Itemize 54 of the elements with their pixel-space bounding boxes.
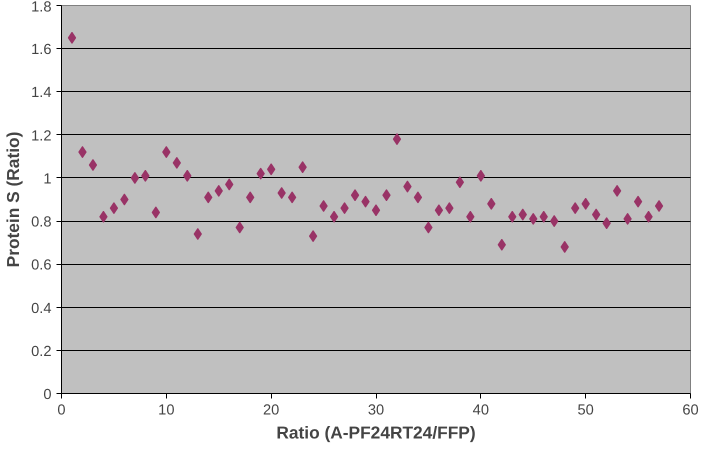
point <box>644 210 653 223</box>
x-tick-label: 10 <box>158 402 174 418</box>
y-tick-label: 0.2 <box>31 344 52 360</box>
point <box>445 202 454 214</box>
point <box>330 210 338 223</box>
point <box>350 189 360 202</box>
point <box>392 133 402 146</box>
point <box>141 170 150 182</box>
point <box>456 176 464 188</box>
point <box>277 187 286 200</box>
y-tick-label: 0.4 <box>31 300 52 317</box>
point <box>78 146 87 158</box>
point <box>152 206 160 218</box>
point <box>382 189 391 202</box>
x-tick-label: 50 <box>578 402 594 418</box>
point <box>120 194 129 206</box>
x-tick-label: 0 <box>57 402 66 418</box>
point <box>634 196 642 208</box>
x-tick-label: 30 <box>368 402 384 418</box>
point <box>424 222 433 234</box>
y-tick-label: 1.6 <box>31 42 52 58</box>
point <box>434 204 444 216</box>
point <box>110 202 118 214</box>
point <box>361 196 370 208</box>
point <box>623 212 632 225</box>
point <box>466 210 475 223</box>
y-tick-label: 1.2 <box>31 128 52 144</box>
point <box>99 210 108 223</box>
point <box>288 191 296 204</box>
point <box>602 217 611 230</box>
y-tick-label: 0.6 <box>31 258 52 274</box>
y-tick-label: 1 <box>43 171 52 188</box>
point <box>298 161 307 174</box>
point <box>403 180 412 193</box>
y-tick-label: 1.4 <box>31 85 52 102</box>
point <box>612 184 622 197</box>
point <box>308 230 318 242</box>
point <box>592 208 600 221</box>
point <box>130 172 140 184</box>
point <box>319 200 328 212</box>
x-tick-label: 60 <box>682 402 699 418</box>
y-tick-label: 1.8 <box>31 0 52 16</box>
x-tick-label: 20 <box>263 402 280 418</box>
y-tick-label: 0.8 <box>31 214 52 231</box>
y-axis-title: Protein S (Ratio) <box>3 132 24 268</box>
point <box>68 32 76 44</box>
y-tick-label: 0 <box>43 387 52 403</box>
point <box>654 200 664 212</box>
x-tick-label: 40 <box>472 402 489 418</box>
point <box>372 204 380 216</box>
point <box>88 159 98 172</box>
point <box>414 191 422 204</box>
x-axis-title: Ratio (A-PF24RT24/FFP) <box>276 422 476 442</box>
point <box>340 202 349 214</box>
